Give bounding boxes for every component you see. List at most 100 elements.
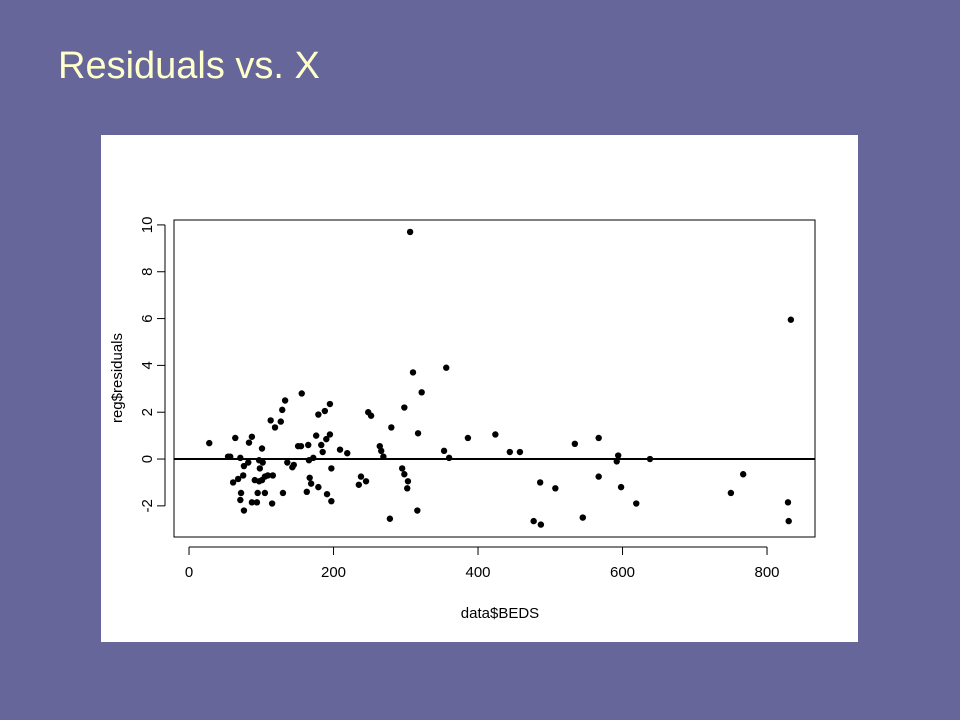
point <box>506 448 514 456</box>
point <box>240 462 248 470</box>
point <box>290 461 297 469</box>
point <box>245 439 253 446</box>
point <box>310 454 317 462</box>
point <box>401 471 408 478</box>
point <box>326 400 334 408</box>
point <box>537 521 545 528</box>
slide-title: Residuals vs. X <box>58 45 320 87</box>
point <box>248 433 256 440</box>
point <box>237 496 244 504</box>
point <box>240 472 247 479</box>
point <box>253 499 261 506</box>
point <box>281 397 289 404</box>
point <box>328 465 335 472</box>
point <box>727 489 735 497</box>
point <box>739 471 747 478</box>
point <box>787 316 795 323</box>
point <box>315 483 322 491</box>
point <box>617 483 625 491</box>
point <box>305 441 312 449</box>
x-tick-label: 200 <box>321 564 346 581</box>
point <box>271 424 279 431</box>
point <box>367 412 375 419</box>
point <box>516 448 524 456</box>
point <box>312 432 320 439</box>
point <box>307 480 315 487</box>
point <box>464 434 472 442</box>
point <box>614 452 622 459</box>
point <box>414 507 421 514</box>
point <box>284 459 291 466</box>
point <box>785 517 792 525</box>
point <box>344 449 351 457</box>
point <box>646 455 654 463</box>
point <box>259 459 266 466</box>
y-tick-label: 2 <box>139 408 156 416</box>
x-tick-label: 800 <box>755 564 780 581</box>
point <box>378 447 385 455</box>
point <box>298 390 305 397</box>
point <box>277 418 284 425</box>
y-tick-label: 10 <box>139 217 156 234</box>
point <box>404 485 411 492</box>
point <box>237 454 244 462</box>
point <box>268 500 276 507</box>
point <box>245 459 252 466</box>
point <box>315 411 322 418</box>
point <box>258 445 266 452</box>
point <box>336 446 344 453</box>
plot-box <box>173 219 816 538</box>
point <box>248 499 256 506</box>
point <box>386 515 394 522</box>
point <box>318 441 325 449</box>
point <box>357 473 365 480</box>
point <box>445 454 453 462</box>
point <box>267 417 274 424</box>
point <box>279 489 287 497</box>
point <box>414 430 422 437</box>
point <box>380 453 387 460</box>
point <box>418 389 425 396</box>
point <box>297 442 305 450</box>
point <box>306 474 313 481</box>
point <box>613 458 620 465</box>
point <box>579 514 586 521</box>
point <box>240 507 248 514</box>
point <box>404 478 412 485</box>
y-tick-label: 6 <box>139 314 156 322</box>
point <box>595 473 602 480</box>
point <box>264 472 271 479</box>
point <box>440 447 448 455</box>
x-axis-label: data$BEDS <box>461 605 539 622</box>
point <box>530 517 537 525</box>
point <box>321 407 329 415</box>
point <box>279 406 286 414</box>
point <box>326 431 334 438</box>
point <box>388 424 395 431</box>
point <box>269 472 277 479</box>
point <box>595 434 602 442</box>
point <box>256 465 264 472</box>
point <box>398 465 406 472</box>
point <box>633 500 640 507</box>
point <box>536 479 544 486</box>
point <box>227 453 234 460</box>
point <box>303 488 310 496</box>
point <box>254 489 261 497</box>
point <box>237 489 245 497</box>
x-tick-label: 0 <box>185 564 193 581</box>
point <box>492 431 499 438</box>
point <box>443 364 450 371</box>
point <box>362 478 370 485</box>
point <box>234 475 242 483</box>
x-tick-label: 600 <box>610 564 635 581</box>
point <box>355 481 363 488</box>
y-axis-label: reg$residuals <box>109 333 126 423</box>
point <box>328 497 335 505</box>
point <box>206 439 213 447</box>
point <box>323 435 330 443</box>
point <box>409 369 417 376</box>
y-tick-label: -2 <box>139 499 156 512</box>
